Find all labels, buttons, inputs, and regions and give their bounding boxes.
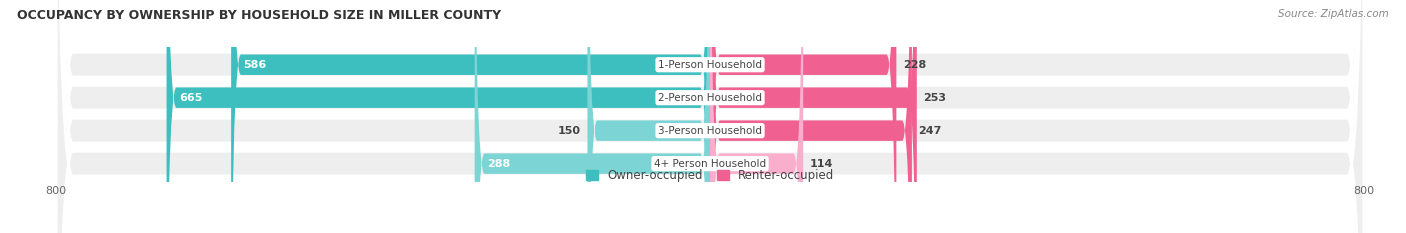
Text: 247: 247 xyxy=(918,126,942,136)
FancyBboxPatch shape xyxy=(166,0,710,233)
Text: 586: 586 xyxy=(243,60,267,70)
FancyBboxPatch shape xyxy=(56,0,1364,233)
FancyBboxPatch shape xyxy=(475,0,710,233)
Text: 3-Person Household: 3-Person Household xyxy=(658,126,762,136)
Text: 228: 228 xyxy=(903,60,927,70)
FancyBboxPatch shape xyxy=(710,0,912,233)
Text: OCCUPANCY BY OWNERSHIP BY HOUSEHOLD SIZE IN MILLER COUNTY: OCCUPANCY BY OWNERSHIP BY HOUSEHOLD SIZE… xyxy=(17,9,501,22)
Text: 114: 114 xyxy=(810,159,834,169)
Text: 665: 665 xyxy=(179,93,202,103)
FancyBboxPatch shape xyxy=(231,0,710,233)
FancyBboxPatch shape xyxy=(710,0,917,233)
Legend: Owner-occupied, Renter-occupied: Owner-occupied, Renter-occupied xyxy=(581,164,839,187)
Text: 1-Person Household: 1-Person Household xyxy=(658,60,762,70)
FancyBboxPatch shape xyxy=(56,0,1364,233)
FancyBboxPatch shape xyxy=(588,0,710,233)
FancyBboxPatch shape xyxy=(710,0,897,233)
FancyBboxPatch shape xyxy=(56,0,1364,233)
Text: 2-Person Household: 2-Person Household xyxy=(658,93,762,103)
FancyBboxPatch shape xyxy=(710,0,803,233)
Text: 4+ Person Household: 4+ Person Household xyxy=(654,159,766,169)
Text: Source: ZipAtlas.com: Source: ZipAtlas.com xyxy=(1278,9,1389,19)
Text: 253: 253 xyxy=(924,93,946,103)
Text: 150: 150 xyxy=(558,126,581,136)
Text: 288: 288 xyxy=(486,159,510,169)
FancyBboxPatch shape xyxy=(56,0,1364,233)
